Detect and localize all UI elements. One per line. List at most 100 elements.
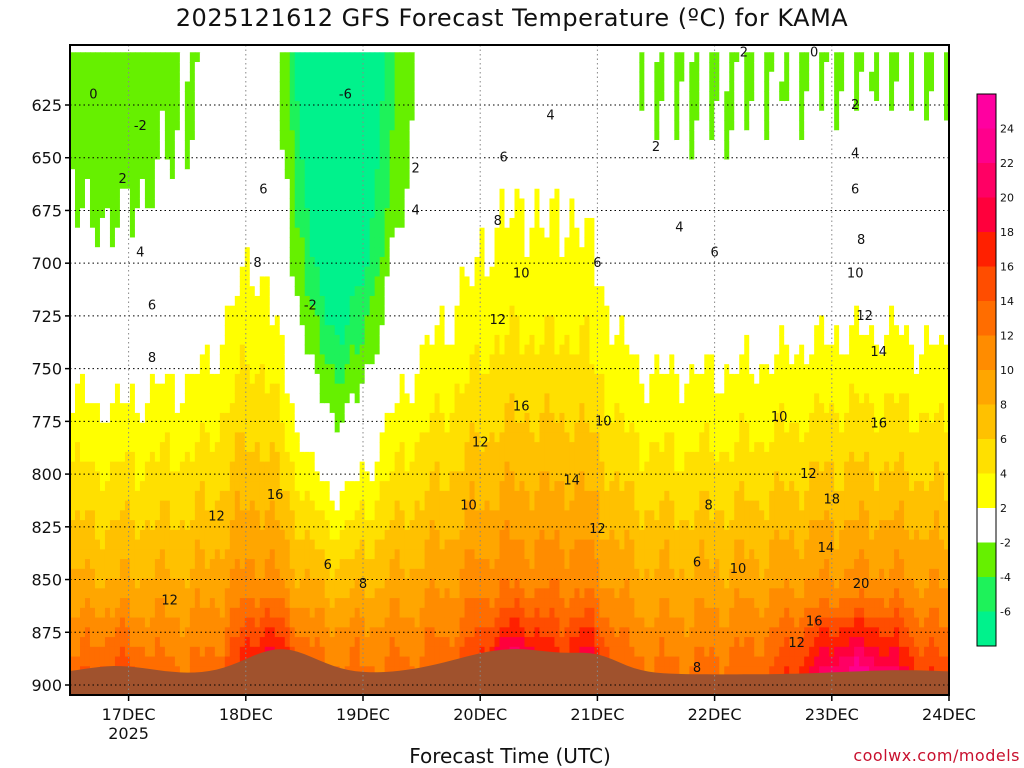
field-cell bbox=[244, 52, 251, 63]
field-cell bbox=[399, 101, 406, 112]
field-cell bbox=[259, 276, 266, 287]
field-cell bbox=[129, 442, 136, 453]
field-cell bbox=[324, 178, 331, 190]
field-cell bbox=[389, 451, 396, 463]
field-cell bbox=[244, 169, 251, 180]
field-cell bbox=[104, 481, 111, 492]
field-cell bbox=[144, 568, 151, 580]
field-cell bbox=[384, 217, 391, 229]
field-cell bbox=[259, 237, 266, 248]
field-cell bbox=[199, 383, 206, 395]
field-cell bbox=[239, 637, 246, 648]
field-cell bbox=[229, 159, 236, 170]
field-cell bbox=[179, 276, 186, 287]
field-cell bbox=[274, 559, 281, 570]
field-cell bbox=[79, 217, 86, 229]
field-cell bbox=[354, 500, 361, 511]
field-cell bbox=[439, 403, 446, 414]
field-cell bbox=[74, 656, 81, 667]
field-cell bbox=[219, 91, 226, 102]
field-cell bbox=[104, 227, 111, 239]
field-cell bbox=[339, 247, 346, 258]
field-cell bbox=[434, 403, 441, 414]
field-cell bbox=[374, 403, 381, 414]
field-cell bbox=[219, 403, 226, 414]
field-cell bbox=[364, 130, 371, 141]
field-column bbox=[439, 52, 446, 695]
field-cell bbox=[129, 559, 136, 570]
field-cell bbox=[119, 315, 126, 326]
field-cell bbox=[219, 159, 226, 170]
field-cell bbox=[189, 432, 196, 443]
field-cell bbox=[434, 529, 441, 541]
field-cell bbox=[349, 139, 356, 151]
field-cell bbox=[369, 549, 376, 560]
field-cell bbox=[274, 120, 281, 131]
field-cell bbox=[109, 354, 116, 365]
field-cell bbox=[149, 208, 156, 219]
field-cell bbox=[354, 159, 361, 170]
field-cell bbox=[189, 62, 196, 73]
field-cell bbox=[199, 559, 206, 570]
field-cell bbox=[294, 637, 301, 648]
field-cell bbox=[70, 412, 76, 424]
field-cell bbox=[264, 159, 271, 170]
field-cell bbox=[384, 305, 391, 317]
field-cell bbox=[419, 81, 426, 92]
field-cell bbox=[404, 217, 411, 229]
field-cell bbox=[319, 461, 326, 472]
field-cell bbox=[314, 110, 321, 122]
field-cell bbox=[389, 256, 396, 268]
field-cell bbox=[124, 617, 131, 628]
field-cell bbox=[309, 325, 316, 336]
field-cell bbox=[414, 81, 421, 92]
field-cell bbox=[109, 247, 116, 258]
field-cell bbox=[189, 364, 196, 375]
field-cell bbox=[179, 568, 186, 580]
field-cell bbox=[144, 539, 151, 550]
field-cell bbox=[289, 81, 296, 92]
field-cell bbox=[399, 188, 406, 200]
field-cell bbox=[104, 490, 111, 502]
field-cell bbox=[159, 169, 166, 180]
field-cell bbox=[139, 373, 146, 385]
field-cell bbox=[424, 354, 431, 365]
field-cell bbox=[374, 617, 381, 628]
field-cell bbox=[119, 344, 126, 356]
field-cell bbox=[94, 412, 101, 424]
field-cell bbox=[329, 334, 336, 346]
field-cell bbox=[424, 130, 431, 141]
field-cell bbox=[194, 344, 201, 356]
field-cell bbox=[249, 510, 256, 521]
field-cell bbox=[364, 247, 371, 258]
field-cell bbox=[169, 510, 176, 521]
field-cell bbox=[289, 237, 296, 248]
field-cell bbox=[314, 646, 321, 658]
field-cell bbox=[99, 178, 106, 190]
field-cell bbox=[104, 286, 111, 297]
field-cell bbox=[334, 110, 341, 122]
field-cell bbox=[89, 91, 96, 102]
field-cell bbox=[254, 237, 261, 248]
field-cell bbox=[379, 354, 386, 365]
field-cell bbox=[419, 91, 426, 102]
field-cell bbox=[334, 422, 341, 433]
field-cell bbox=[154, 247, 161, 258]
field-cell bbox=[134, 461, 141, 472]
field-cell bbox=[324, 490, 331, 502]
field-cell bbox=[99, 81, 106, 92]
field-cell bbox=[239, 256, 246, 268]
field-cell bbox=[219, 422, 226, 433]
field-cell bbox=[309, 529, 316, 541]
field-cell bbox=[419, 442, 426, 453]
field-cell bbox=[379, 71, 386, 83]
field-cell bbox=[149, 451, 156, 463]
field-cell bbox=[134, 178, 141, 190]
field-cell bbox=[109, 403, 116, 414]
field-cell bbox=[414, 568, 421, 580]
field-cell bbox=[144, 62, 151, 73]
field-cell bbox=[324, 364, 331, 375]
field-cell bbox=[329, 559, 336, 570]
field-cell bbox=[254, 81, 261, 92]
field-cell bbox=[349, 578, 356, 589]
